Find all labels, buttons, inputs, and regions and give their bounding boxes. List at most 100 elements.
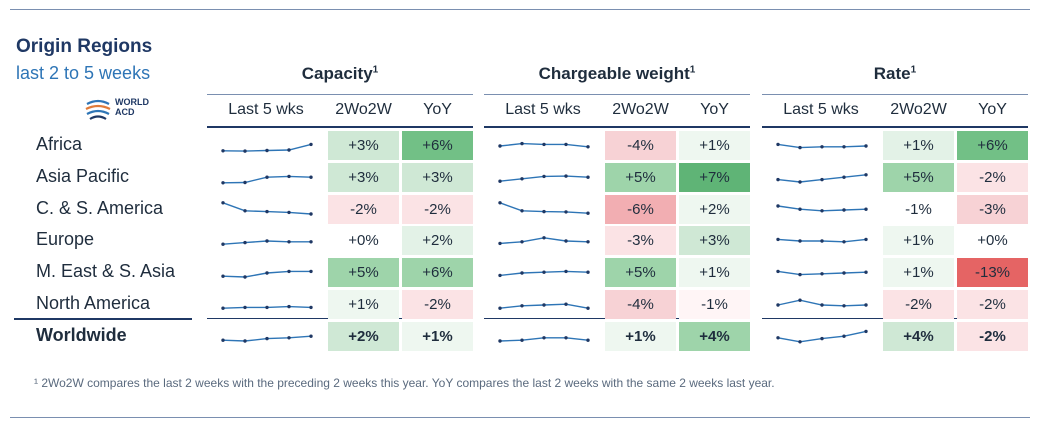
sparkline-point (776, 177, 780, 182)
column-header: 2Wo2W (612, 101, 669, 118)
sparkline-point (842, 240, 846, 244)
sparkline-point (265, 209, 269, 214)
column-header: Last 5 wks (505, 101, 581, 118)
cell-2wo2w-capacity: +0% (328, 226, 399, 255)
sparkline-point (820, 177, 824, 182)
sparkline-point (864, 329, 868, 334)
sparkline-point (776, 142, 780, 147)
sparkline-point (287, 336, 291, 340)
header-divider (762, 126, 1028, 128)
cell-2wo2w-capacity: +2% (328, 322, 399, 351)
cell-yoy-capacity: +1% (402, 322, 473, 351)
sparkline-point (542, 236, 546, 240)
sparkline-point (564, 174, 568, 178)
cell-2wo2w-rate: +1% (883, 258, 954, 287)
cell-2wo2w-chargeable-weight: +5% (605, 258, 676, 287)
sparkline-point (798, 145, 802, 150)
column-header: Last 5 wks (228, 101, 304, 118)
sparkline-point (864, 303, 868, 307)
sparkline-capacity (221, 201, 313, 216)
sparkline-point (564, 210, 568, 214)
sparkline-point (864, 237, 868, 242)
sparkline-point (564, 336, 568, 340)
sparkline-point (287, 269, 291, 274)
region-label: Asia Pacific (36, 166, 130, 186)
bottom-rule (10, 417, 1030, 418)
sparkline-point (542, 209, 546, 214)
sparkline-point (820, 303, 824, 307)
sparkline-point (243, 149, 247, 153)
sparkline-point (820, 239, 824, 243)
sparkline-point (498, 306, 502, 310)
cell-2wo2w-chargeable-weight: -4% (605, 131, 676, 160)
sparkline-point (221, 242, 225, 246)
sparkline-point (221, 181, 225, 185)
cell-2wo2w-rate: +4% (883, 322, 954, 351)
column-header: YoY (423, 101, 452, 118)
sparkline-point (221, 149, 225, 153)
group-underline (484, 94, 750, 95)
sparkline-point (287, 148, 291, 152)
sparkline-chargeable-weight (498, 174, 590, 183)
cell-2wo2w-chargeable-weight: -6% (605, 195, 676, 224)
sparkline-capacity (221, 239, 313, 246)
sparkline-rate (776, 269, 868, 277)
cell-2wo2w-chargeable-weight: +5% (605, 163, 676, 192)
sparkline-point (498, 273, 502, 278)
sparkline-point (798, 239, 802, 243)
sparkline-chargeable-weight (498, 336, 590, 343)
sparkline-rate (776, 142, 868, 150)
top-rule (10, 9, 1030, 10)
sparkline-point (243, 180, 247, 185)
region-label: M. East & S. Asia (36, 261, 176, 281)
sparkline-point (798, 272, 802, 277)
sparkline-point (520, 271, 524, 275)
cell-yoy-rate: +0% (957, 226, 1028, 255)
sparkline-point (542, 336, 546, 340)
sparkline-point (864, 207, 868, 211)
sparkline-point (586, 211, 590, 215)
group-underline (762, 94, 1028, 95)
sparkline-point (542, 142, 546, 147)
region-label: North America (36, 293, 151, 313)
sparkline-point (309, 305, 313, 310)
sparkline-chargeable-weight (498, 201, 590, 215)
sparkline-point (287, 174, 291, 179)
sparkline-point (776, 336, 780, 340)
region-label: C. & S. America (36, 198, 164, 218)
sparkline-point (221, 201, 225, 205)
cell-yoy-capacity: -2% (402, 195, 473, 224)
cell-yoy-chargeable-weight: +1% (679, 258, 750, 287)
cell-2wo2w-capacity: -2% (328, 195, 399, 224)
cell-2wo2w-chargeable-weight: -3% (605, 226, 676, 255)
cell-yoy-chargeable-weight: +2% (679, 195, 750, 224)
column-header: 2Wo2W (890, 101, 947, 118)
cell-2wo2w-chargeable-weight: +1% (605, 322, 676, 351)
sparkline-point (287, 240, 291, 244)
sparkline-point (243, 275, 247, 279)
header-divider (207, 126, 473, 128)
sparkline-point (243, 209, 247, 213)
sparkline-point (498, 201, 502, 205)
header-divider (484, 126, 750, 128)
sparkline-point (586, 306, 590, 310)
group-title-capacity: Capacity1 (301, 64, 379, 83)
sparkline-point (564, 142, 568, 147)
cell-2wo2w-capacity: +1% (328, 290, 399, 319)
sparkline-point (265, 239, 269, 243)
cell-yoy-rate: -2% (957, 163, 1028, 192)
sparkline-point (542, 303, 546, 307)
sparkline-point (520, 338, 524, 342)
cell-2wo2w-rate: -2% (883, 290, 954, 319)
sparkline-point (309, 175, 313, 179)
sparkline-point (309, 212, 313, 216)
sparkline-point (498, 179, 502, 183)
sparkline-point (776, 303, 780, 307)
sparkline-point (864, 270, 868, 274)
sparkline-point (820, 272, 824, 276)
sparkline-chargeable-weight (498, 141, 590, 149)
cell-yoy-rate: -2% (957, 322, 1028, 351)
cell-yoy-rate: -2% (957, 290, 1028, 319)
cell-yoy-rate: -3% (957, 195, 1028, 224)
cell-2wo2w-chargeable-weight: -4% (605, 290, 676, 319)
